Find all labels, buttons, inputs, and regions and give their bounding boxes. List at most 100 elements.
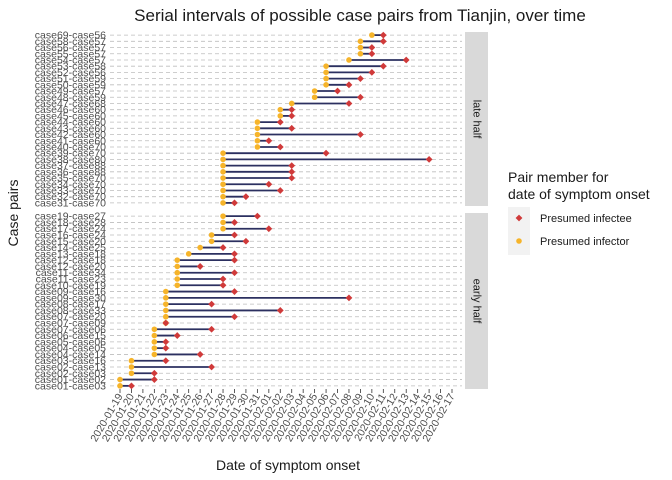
infectee-point (379, 37, 387, 45)
infector-point (220, 187, 226, 194)
infector-point (254, 131, 261, 138)
infectee-point (357, 75, 364, 83)
infector-point (346, 57, 352, 63)
infector-point (357, 50, 364, 57)
infectee-point (219, 281, 227, 289)
infectee-point (150, 376, 158, 383)
y-tick-label: case17-case24 (35, 223, 106, 235)
infectee-point (208, 363, 215, 371)
legend-label: Presumed infector (540, 236, 630, 248)
y-tick-label: case03-case16 (35, 355, 106, 367)
y-tick-label: case32-case70 (35, 191, 106, 203)
infectee-point (231, 199, 238, 207)
infector-point (254, 137, 261, 144)
infectee-point (288, 112, 296, 120)
infectee-point (276, 118, 284, 126)
infectee-point (162, 319, 170, 327)
infector-point (323, 82, 329, 88)
infectee-point (379, 31, 387, 39)
infector-point (208, 238, 215, 245)
infectee-point (219, 275, 227, 283)
infector-point (288, 100, 295, 107)
y-tick-label: case13-case18 (35, 248, 106, 260)
y-tick-label: case55-case57 (35, 48, 106, 60)
y-tick-label: case54-case57 (35, 54, 106, 66)
infector-point (117, 376, 123, 383)
infector-point (311, 94, 318, 101)
y-tick-label: case12-case18 (35, 255, 106, 267)
y-tick-label: case58-case57 (35, 36, 106, 48)
infectee-point (162, 357, 170, 365)
y-tick-label: case05-case06 (35, 336, 106, 348)
infectee-point (208, 300, 215, 308)
infector-point (151, 339, 158, 345)
y-tick-label: case56-case57 (35, 42, 106, 54)
infectee-point (196, 263, 204, 270)
infector-point (208, 232, 215, 238)
infectee-point (253, 212, 261, 220)
infector-point (369, 32, 375, 38)
infectee-point (379, 62, 387, 70)
infectee-point (219, 244, 227, 251)
infector-point (174, 276, 181, 282)
y-tick-label: case04-case05 (35, 343, 106, 355)
infector-point (220, 169, 226, 175)
y-tick-label: case15-case20 (35, 236, 106, 248)
infectee-point (265, 137, 273, 145)
infectee-point (231, 288, 238, 295)
infectee-point (368, 44, 376, 51)
y-tick-label: case02-case13 (35, 362, 106, 374)
y-tick-label: case09-case30 (35, 292, 106, 304)
y-tick-label: case45-case60 (35, 110, 106, 122)
legend: Pair member for date of symptom onset Pres… (508, 169, 650, 255)
y-tick-label: case01-case03 (35, 380, 106, 392)
infectee-point (276, 143, 284, 151)
infector-point (357, 38, 364, 45)
y-tick-label: case01-case02 (35, 374, 106, 386)
y-tick-label: case14-case25 (35, 242, 106, 254)
infector-point (277, 106, 284, 113)
infector-point (162, 295, 169, 301)
y-tick-label: case48-case59 (35, 92, 106, 104)
infector-point (174, 269, 181, 276)
y-tick-label: case08-case33 (35, 305, 106, 317)
y-tick-label: case18-case28 (35, 217, 106, 229)
y-tick-label: case37-case88 (35, 160, 106, 172)
infectee-point (322, 149, 330, 157)
infector-point (220, 181, 226, 188)
infector-point (254, 144, 261, 150)
infector-point (220, 219, 226, 226)
y-tick-label: case04-case14 (35, 349, 106, 361)
y-tick-label: case07-case20 (35, 311, 106, 323)
infectee-point (162, 344, 170, 352)
infector-point (174, 263, 181, 270)
infector-point (128, 357, 135, 364)
infectee-point (345, 81, 353, 89)
y-axis-title: Case pairs (5, 180, 21, 247)
infectee-point (231, 313, 238, 321)
facet-strip (465, 213, 488, 389)
infector-point (357, 44, 364, 51)
infectee-point (288, 124, 296, 132)
infector-point (174, 282, 181, 289)
infectee-point (402, 56, 410, 64)
infector-point (185, 251, 192, 257)
infectee-point (231, 256, 238, 264)
infectee-point (288, 162, 296, 170)
infectee-point (288, 106, 296, 114)
y-tick-label: case49-case57 (35, 86, 106, 98)
y-tick-label: case12-case20 (35, 261, 106, 273)
infector-point (220, 162, 226, 169)
y-tick-label: case50-case59 (35, 79, 106, 91)
facet-strip (465, 32, 488, 206)
infector-point (254, 125, 261, 132)
infectee-point (425, 155, 433, 163)
legend-item: Presumed infector (516, 236, 630, 248)
facet-strip-label: early half (471, 279, 483, 325)
infectee-point (288, 168, 296, 176)
infectee-point (231, 231, 238, 239)
infectee-point (276, 307, 284, 314)
panel-early-half: case19-case27case18-case28case17-case24c… (35, 211, 488, 392)
infectee-point (231, 219, 238, 226)
